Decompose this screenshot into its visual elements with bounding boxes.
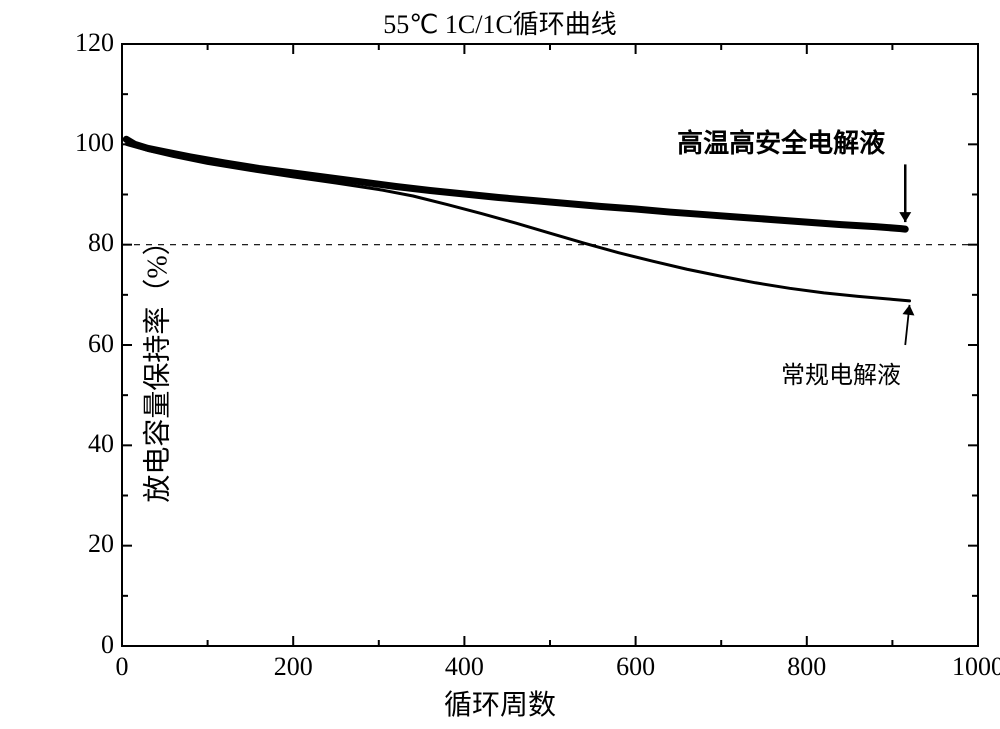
chart-container: 55℃ 1C/1C循环曲线 放电容量保持率（%） 循环周数 0200400600…: [0, 0, 1000, 729]
series-annotation: 常规电解液: [781, 355, 901, 390]
y-tick-label: 20: [88, 529, 114, 559]
x-tick-label: 1000: [948, 652, 1000, 682]
series-annotation: 高温高安全电解液: [677, 123, 885, 160]
x-tick-label: 800: [777, 652, 837, 682]
x-tick-label: 400: [434, 652, 494, 682]
y-tick-label: 40: [88, 429, 114, 459]
x-tick-label: 600: [606, 652, 666, 682]
x-tick-label: 200: [263, 652, 323, 682]
y-tick-label: 80: [88, 228, 114, 258]
y-tick-label: 60: [88, 329, 114, 359]
y-tick-label: 120: [75, 28, 114, 58]
y-tick-label: 100: [75, 128, 114, 158]
y-tick-label: 0: [101, 630, 114, 660]
